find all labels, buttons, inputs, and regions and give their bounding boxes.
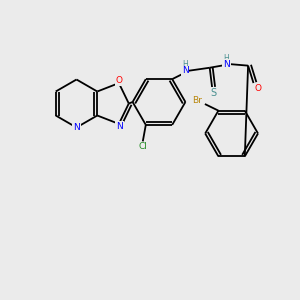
Text: N: N (223, 60, 230, 69)
Text: Cl: Cl (138, 142, 147, 151)
Text: Br: Br (193, 96, 202, 105)
Text: H: H (224, 54, 230, 63)
Text: N: N (116, 122, 123, 131)
Text: N: N (182, 66, 188, 75)
Text: S: S (211, 88, 217, 98)
Text: H: H (182, 60, 188, 69)
Text: O: O (254, 84, 262, 93)
Text: O: O (116, 76, 123, 85)
Text: N: N (73, 123, 80, 132)
